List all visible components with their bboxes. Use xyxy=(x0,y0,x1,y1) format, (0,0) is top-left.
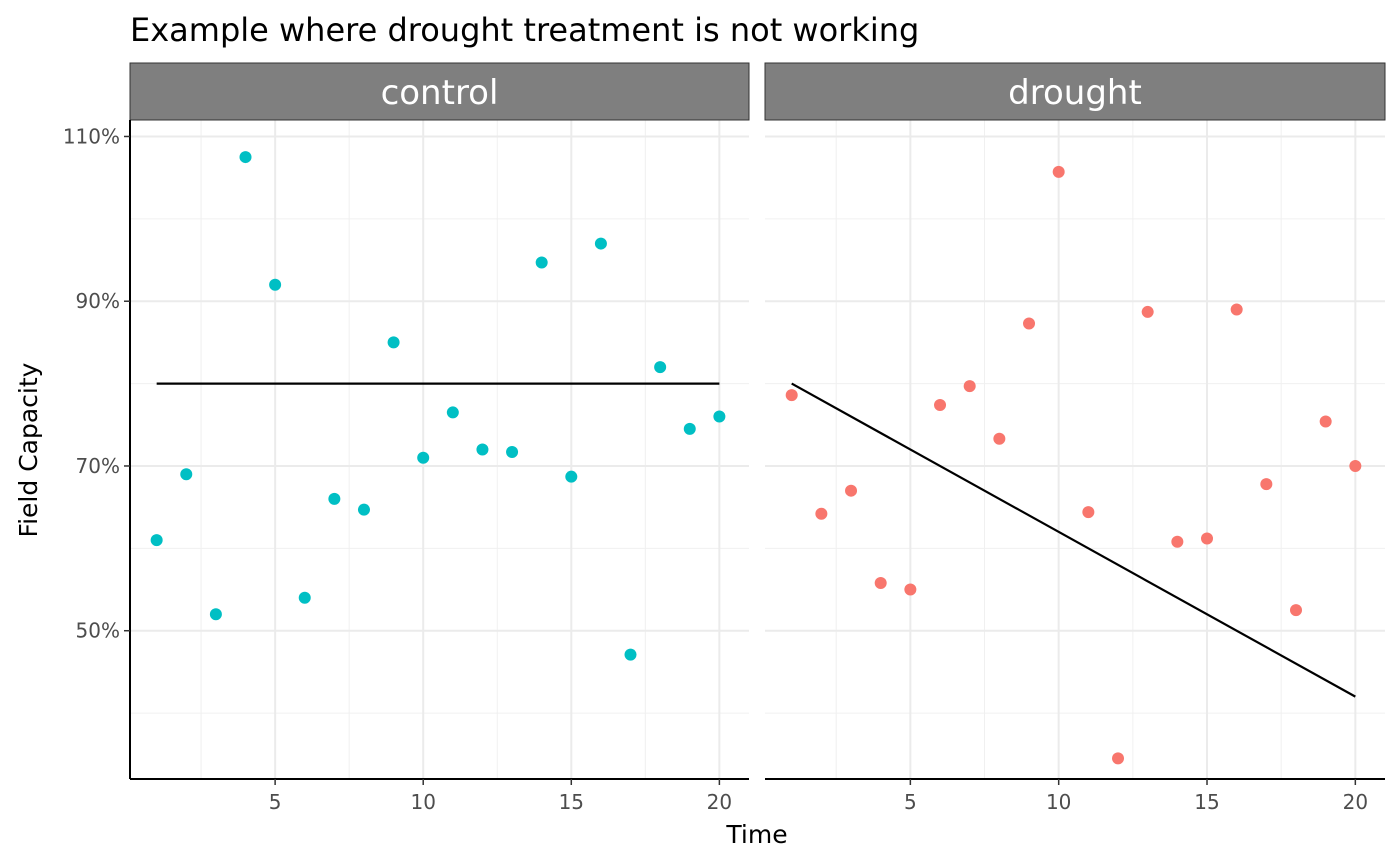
data-point xyxy=(298,591,311,604)
data-point xyxy=(357,503,370,516)
x-tick-label: 15 xyxy=(1194,790,1219,814)
data-point xyxy=(1052,165,1065,178)
data-point xyxy=(269,278,282,291)
data-point xyxy=(1141,305,1154,318)
facet-panel-control: control 50% 70% 90% 110% 5 10 15 20 xyxy=(63,62,750,814)
facet-strip-label: drought xyxy=(1008,73,1142,113)
data-point xyxy=(239,151,252,164)
data-point xyxy=(417,451,430,464)
data-point xyxy=(1230,303,1243,316)
chart-title: Example where drought treatment is not w… xyxy=(130,11,919,49)
data-point xyxy=(654,361,667,374)
data-point xyxy=(845,484,858,497)
x-axis-title: Time xyxy=(725,820,787,849)
data-point xyxy=(683,422,696,435)
x-tick-label: 20 xyxy=(707,790,732,814)
data-point xyxy=(1112,752,1125,765)
y-tick-label: 50% xyxy=(76,619,120,643)
data-point xyxy=(535,256,548,269)
data-point xyxy=(387,336,400,349)
data-point xyxy=(565,470,578,483)
data-point xyxy=(1082,506,1095,519)
facet-strip xyxy=(129,62,750,121)
x-tick-label: 10 xyxy=(1046,790,1071,814)
y-tick-label: 70% xyxy=(76,454,120,478)
y-tick-label: 90% xyxy=(76,289,120,313)
data-point xyxy=(328,492,341,505)
data-point xyxy=(785,389,798,402)
data-point xyxy=(815,507,828,520)
data-point xyxy=(624,648,637,661)
data-point xyxy=(1260,478,1273,491)
data-point xyxy=(1319,415,1332,428)
facet-strip-label: control xyxy=(381,73,499,113)
data-point xyxy=(1201,532,1214,545)
data-point xyxy=(1290,604,1303,617)
y-tick-label: 110% xyxy=(63,124,120,148)
data-point xyxy=(1023,317,1036,330)
data-point xyxy=(150,534,163,547)
y-axis-title: Field Capacity xyxy=(14,362,43,537)
x-tick-label: 5 xyxy=(904,790,917,814)
trend-line xyxy=(791,382,1356,698)
data-point xyxy=(1171,535,1184,548)
data-point xyxy=(180,468,193,481)
data-point xyxy=(904,583,917,596)
x-tick-label: 20 xyxy=(1343,790,1368,814)
data-point xyxy=(209,608,222,621)
facet-panel-drought: drought 5 10 15 20 xyxy=(764,62,1386,814)
data-point xyxy=(874,576,887,589)
data-point xyxy=(963,380,976,393)
data-point xyxy=(446,406,459,419)
data-point xyxy=(476,443,489,456)
data-point xyxy=(594,237,607,250)
x-tick-label: 15 xyxy=(559,790,584,814)
data-point xyxy=(506,445,519,458)
data-point xyxy=(713,410,726,423)
x-tick-label: 5 xyxy=(269,790,282,814)
x-tick-label: 10 xyxy=(410,790,435,814)
data-point xyxy=(1349,459,1362,472)
data-point xyxy=(934,399,947,412)
data-point xyxy=(993,432,1006,445)
facet-strip xyxy=(764,62,1386,121)
